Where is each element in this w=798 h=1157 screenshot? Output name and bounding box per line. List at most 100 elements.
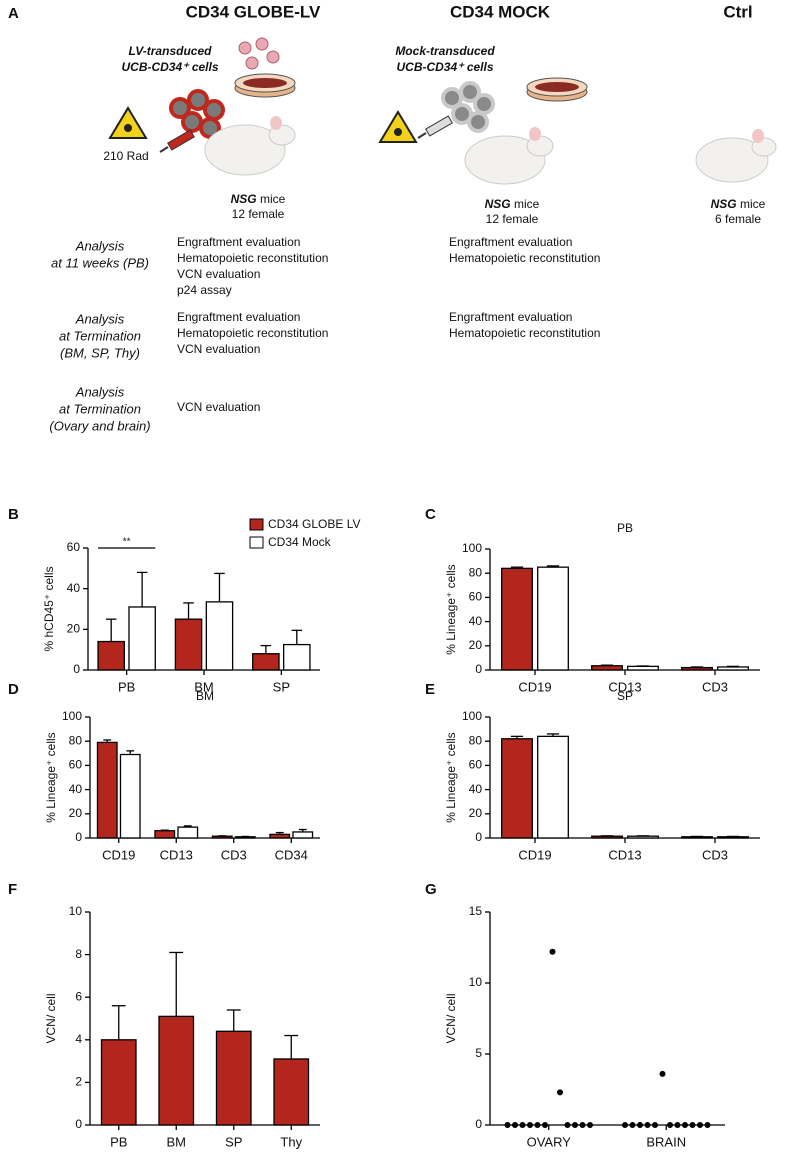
bar <box>97 640 125 671</box>
point <box>564 1122 571 1128</box>
bar <box>154 830 176 839</box>
bar <box>205 601 234 671</box>
bar <box>591 665 623 671</box>
y-tick-label: 6 <box>75 989 82 1003</box>
x-tick-label: CD19 <box>518 847 551 862</box>
x-tick-label: OVARY <box>527 1134 572 1149</box>
bar <box>537 735 569 839</box>
legend-swatch <box>249 518 264 531</box>
analysis-item: Hematopoietic reconstitution <box>449 251 600 265</box>
panel-label: A <box>8 5 19 22</box>
syringe <box>417 115 453 139</box>
mice-text: mice <box>260 192 286 206</box>
analysis-item: Engraftment evaluation <box>177 310 300 324</box>
panel-label: D <box>8 681 19 698</box>
y-tick-label: 20 <box>469 806 483 820</box>
y-tick-label: 0 <box>73 662 80 676</box>
analysis-item: VCN evaluation <box>177 342 260 356</box>
mouse <box>695 129 777 183</box>
chart-title: PB <box>617 521 633 535</box>
x-tick-label: SP <box>273 679 290 694</box>
y-tick-label: 60 <box>69 758 83 772</box>
analysis-item: Engraftment evaluation <box>449 310 572 324</box>
point <box>572 1122 578 1128</box>
y-tick-label: 0 <box>475 1117 482 1131</box>
panel-label: B <box>8 506 19 523</box>
point <box>557 1089 563 1096</box>
virus-particles <box>238 37 280 70</box>
y-axis-label: % Lineage⁺ cells <box>44 732 58 822</box>
point <box>697 1122 703 1128</box>
y-tick-label: 100 <box>62 709 82 723</box>
y-tick-label: 40 <box>469 782 483 796</box>
bar <box>158 1015 195 1126</box>
analysis-label: Analysis <box>75 384 125 399</box>
bar <box>252 653 280 671</box>
point <box>659 1070 666 1077</box>
y-tick-label: 2 <box>75 1075 82 1089</box>
point <box>579 1122 586 1128</box>
y-tick-label: 8 <box>75 947 82 961</box>
bar <box>100 1039 137 1126</box>
radiation-sign <box>108 106 148 139</box>
point <box>637 1122 643 1128</box>
x-tick-label: CD34 <box>275 847 308 862</box>
point <box>667 1122 673 1128</box>
mice-strain: NSG <box>231 192 257 206</box>
transduced-cells <box>169 89 225 139</box>
analysis-label: at Termination <box>59 401 141 416</box>
legend-swatch <box>249 536 264 549</box>
significance-label: ** <box>123 537 131 548</box>
analysis-label: at Termination <box>59 328 141 343</box>
column-title: CD34 GLOBE-LV <box>186 2 321 21</box>
analysis-item: Hematopoietic reconstitution <box>177 326 328 340</box>
y-tick-label: 60 <box>469 758 483 772</box>
bar <box>292 831 314 839</box>
panel-label: C <box>425 506 436 523</box>
analysis-label: Analysis <box>75 238 125 253</box>
chart-title: SP <box>617 689 633 703</box>
analysis-item: Hematopoietic reconstitution <box>449 326 600 340</box>
y-axis-label: % Lineage⁺ cells <box>444 564 458 654</box>
bar <box>627 665 659 671</box>
y-axis-label: % hCD45⁺ cells <box>42 566 56 651</box>
dose-label: 210 Rad <box>103 149 148 163</box>
y-tick-label: 0 <box>475 662 482 676</box>
cells-label: LV-transduced <box>129 44 213 58</box>
point <box>587 1122 593 1128</box>
bar <box>177 826 199 839</box>
point <box>629 1122 636 1128</box>
y-tick-label: 60 <box>469 590 483 604</box>
y-tick-label: 10 <box>69 904 83 918</box>
x-tick-label: BRAIN <box>646 1134 686 1149</box>
mouse <box>204 116 296 176</box>
mice-strain: NSG <box>485 197 511 211</box>
panel-label: E <box>425 681 435 698</box>
bar <box>537 566 569 671</box>
legend-label: CD34 GLOBE LV <box>268 517 360 531</box>
y-tick-label: 4 <box>75 1032 82 1046</box>
y-tick-label: 100 <box>462 709 482 723</box>
bar <box>128 606 156 671</box>
y-axis-label: VCN/ cell <box>44 993 58 1043</box>
point <box>682 1122 688 1128</box>
mice-text: mice <box>514 197 540 211</box>
point <box>652 1122 658 1128</box>
point <box>534 1122 541 1128</box>
x-tick-label: CD3 <box>702 679 728 694</box>
panel-label: F <box>8 881 17 898</box>
point <box>504 1122 511 1128</box>
bar <box>96 741 118 839</box>
y-axis-label: VCN/ cell <box>444 993 458 1043</box>
analysis-item: Engraftment evaluation <box>449 235 572 249</box>
analysis-label: (Ovary and brain) <box>49 418 150 433</box>
bar <box>501 738 533 839</box>
analysis-label: (BM, SP, Thy) <box>60 345 140 360</box>
cells-label: UCB-CD34⁺ cells <box>121 60 218 74</box>
bar <box>269 833 291 839</box>
point <box>512 1122 518 1128</box>
y-tick-label: 20 <box>469 638 483 652</box>
x-tick-label: BM <box>167 1134 187 1149</box>
point <box>644 1122 651 1128</box>
